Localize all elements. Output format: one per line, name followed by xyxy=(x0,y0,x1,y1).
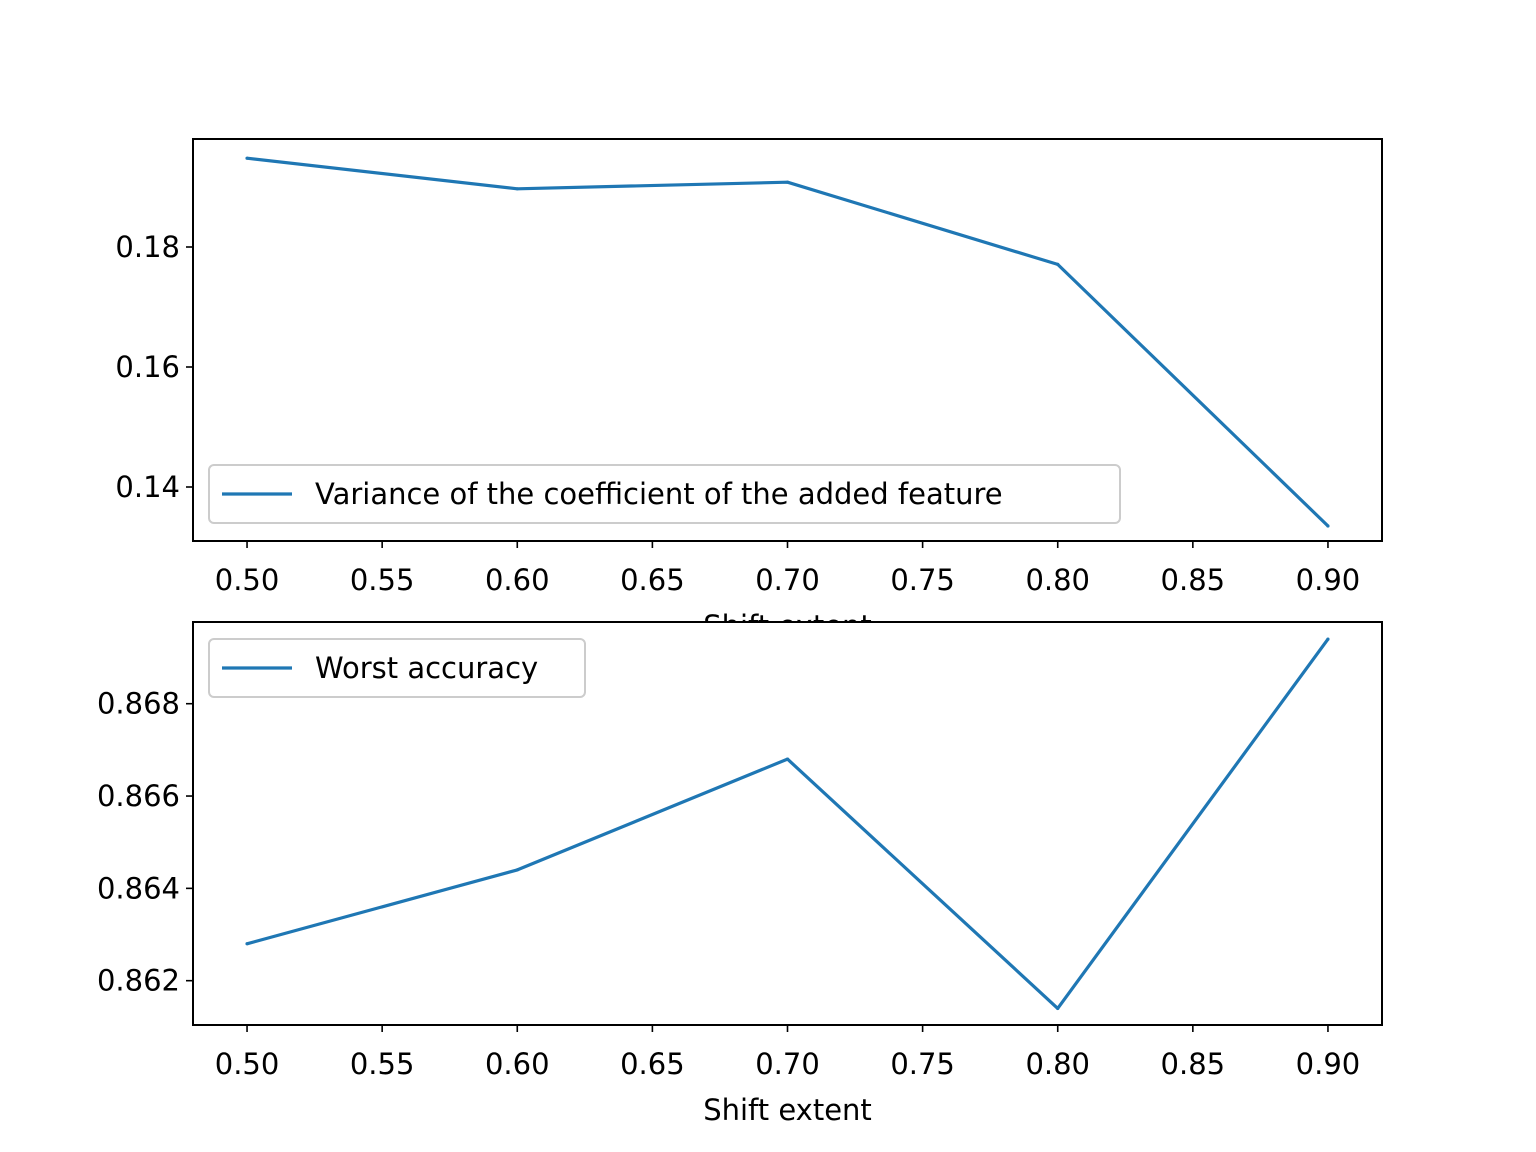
data-point xyxy=(515,868,519,872)
data-point xyxy=(245,156,249,160)
y-tick-label: 0.16 xyxy=(115,350,180,384)
x-tick-label: 0.80 xyxy=(1025,1047,1090,1081)
x-tick-label: 0.80 xyxy=(1025,563,1090,597)
y-tick-label: 0.18 xyxy=(115,230,180,264)
x-tick-label: 0.85 xyxy=(1161,563,1226,597)
data-point xyxy=(785,180,790,184)
legend-box xyxy=(208,464,1121,524)
x-tick-label: 0.55 xyxy=(350,563,415,597)
x-tick-label: 0.60 xyxy=(485,563,550,597)
axes-frame xyxy=(192,138,1383,542)
x-tick-label: 0.90 xyxy=(1296,1047,1361,1081)
legend: Worst accuracy xyxy=(208,638,586,698)
y-tick-label: 0.868 xyxy=(97,687,180,721)
y-tick-label: 0.864 xyxy=(97,871,180,905)
x-tick-label: 0.55 xyxy=(350,1047,415,1081)
x-tick-label: 0.75 xyxy=(890,1047,955,1081)
chart-panel-1: 0.14 0.16 0.18 0.50 0.55 0.60 0.65 0.70 0.75 0.80… xyxy=(115,138,1383,643)
x-tick-label: 0.85 xyxy=(1161,1047,1226,1081)
x-tick-label: 0.75 xyxy=(890,563,955,597)
y-tick-label: 0.14 xyxy=(115,470,180,504)
x-tick-label: 0.50 xyxy=(215,1047,280,1081)
legend-label: Worst accuracy xyxy=(315,651,538,685)
data-point xyxy=(785,757,790,761)
x-tick-label: 0.50 xyxy=(215,563,280,597)
data-point xyxy=(1056,262,1060,266)
legend-box xyxy=(208,638,586,698)
x-tick-label: 0.90 xyxy=(1296,563,1361,597)
x-axis-label: Shift extent xyxy=(703,1093,872,1127)
data-point xyxy=(245,942,249,946)
x-tick-label: 0.65 xyxy=(620,1047,685,1081)
x-tick-label: 0.60 xyxy=(485,1047,550,1081)
chart-panel-2: 0.862 0.864 0.866 0.868 0.50 0.55 0.60 0.65 0.70… xyxy=(97,621,1383,1127)
x-tick-label: 0.65 xyxy=(620,563,685,597)
axes-frame xyxy=(192,621,1383,1026)
y-tick-label: 0.866 xyxy=(97,779,180,813)
data-point xyxy=(1056,1006,1060,1010)
x-tick-label: 0.70 xyxy=(755,563,820,597)
x-tick-label: 0.70 xyxy=(755,1047,820,1081)
y-tick-label: 0.862 xyxy=(97,964,180,998)
legend-label: Variance of the coefficient of the added… xyxy=(315,477,1003,511)
legend: Variance of the coefficient of the added… xyxy=(208,464,1121,524)
data-point xyxy=(1326,637,1330,641)
data-point xyxy=(515,187,519,191)
data-point xyxy=(1326,524,1330,528)
